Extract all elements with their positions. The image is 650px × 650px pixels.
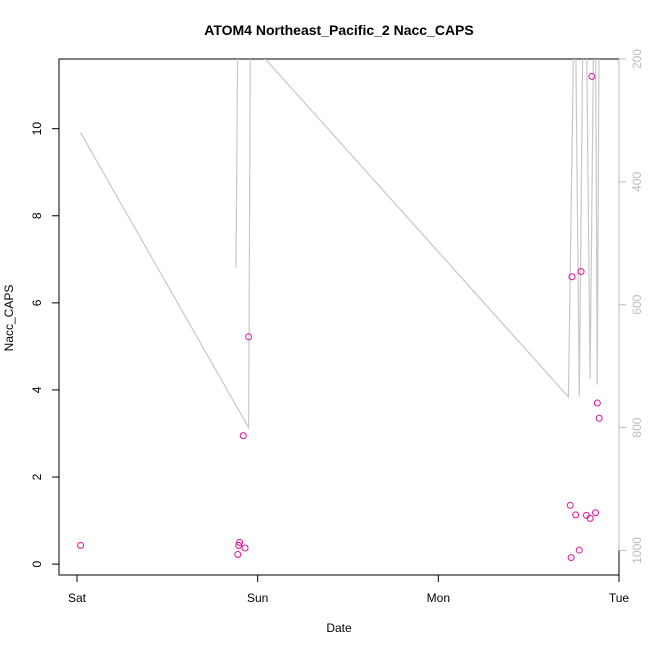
x-tick-label: Tue [609, 591, 630, 605]
y-right-tick-label: 800 [630, 417, 644, 437]
data-point [235, 541, 243, 549]
data-point [567, 554, 575, 562]
y-right-tick-label: 600 [630, 294, 644, 314]
points-layer [77, 72, 603, 562]
data-point [595, 414, 603, 422]
y-tick-label: 4 [30, 386, 44, 393]
data-point [245, 333, 253, 341]
data-point [566, 501, 574, 509]
data-point [575, 546, 583, 554]
x-tick-label: Sat [68, 591, 87, 605]
y-tick-label: 2 [30, 473, 44, 480]
x-axis: Sat Sun Mon Tue [68, 574, 630, 605]
data-point [236, 538, 244, 546]
y-tick-label: 6 [30, 299, 44, 306]
data-point [568, 273, 576, 281]
y-tick-label: 8 [30, 212, 44, 219]
y-axis-label: Nacc_CAPS [2, 285, 16, 352]
y-tick-label: 0 [30, 560, 44, 567]
y-right-tick-label: 400 [630, 172, 644, 192]
data-point [577, 267, 585, 275]
x-tick-label: Mon [427, 591, 450, 605]
chart-title: ATOM4 Northeast_Pacific_2 Nacc_CAPS [204, 22, 473, 38]
altitude-line [80, 59, 600, 430]
altitude-line-layer [80, 59, 600, 430]
plot-frame [58, 58, 620, 576]
y-right-tick-label: 1000 [630, 537, 644, 564]
y-axis: 0 2 4 6 8 10 [30, 122, 60, 567]
data-point [588, 72, 596, 80]
data-point [77, 541, 85, 549]
x-axis-label: Date [326, 621, 352, 635]
y-tick-label: 10 [30, 122, 44, 136]
x-tick-label: Sun [247, 591, 268, 605]
data-point [592, 509, 600, 517]
y-right-tick-label: 200 [630, 49, 644, 69]
data-point [239, 432, 247, 440]
data-point [593, 399, 601, 407]
data-point [586, 514, 594, 522]
data-point [234, 551, 242, 559]
data-point [241, 544, 249, 552]
y-axis-right: 200 400 600 800 1000 [618, 49, 644, 564]
data-point [572, 511, 580, 519]
